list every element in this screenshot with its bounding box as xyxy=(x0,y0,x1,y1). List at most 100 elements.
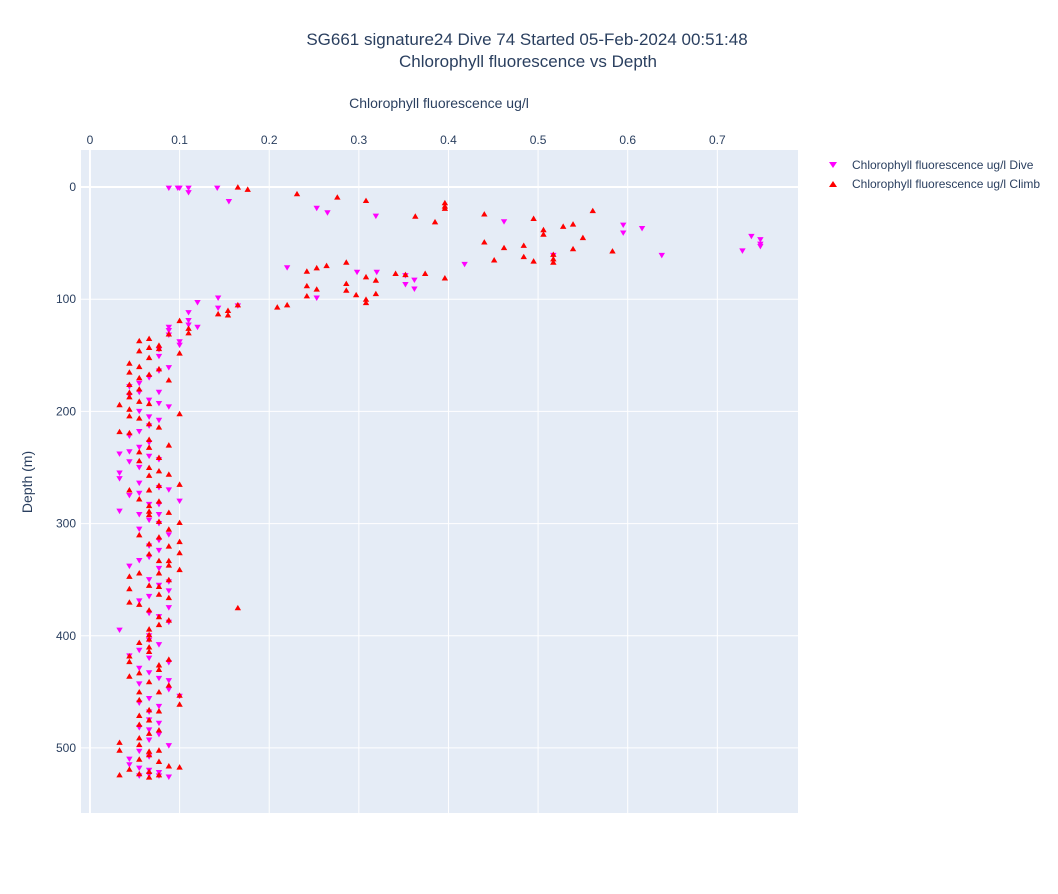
climb-data-point xyxy=(145,582,153,588)
climb-data-point xyxy=(145,706,153,713)
climb-data-point xyxy=(155,345,163,352)
dive-data-point xyxy=(165,588,173,594)
climb-data-point xyxy=(145,774,153,780)
climb-data-point xyxy=(136,363,143,370)
dive-data-point xyxy=(145,453,153,460)
dive-data-point xyxy=(313,205,320,212)
climb-data-point xyxy=(176,350,183,356)
climb-data-point xyxy=(126,658,133,665)
climb-data-point xyxy=(185,329,192,336)
dive-data-point xyxy=(145,414,153,420)
climb-data-point xyxy=(352,291,360,298)
dive-data-point xyxy=(136,512,143,518)
climb-data-point xyxy=(126,573,133,579)
legend[interactable]: Chlorophyll fluorescence ug/l Dive Chlor… xyxy=(829,158,1040,191)
y-tick-labels: 0 100 200 300 400 500 xyxy=(56,180,76,755)
climb-data-point xyxy=(609,248,616,254)
climb-data-point xyxy=(362,296,370,302)
dive-data-point xyxy=(145,655,153,662)
dive-data-point xyxy=(136,765,143,772)
x-tick-label: 0.7 xyxy=(709,133,726,147)
dive-data-point xyxy=(658,252,665,259)
dive-data-point xyxy=(402,282,409,288)
climb-data-point xyxy=(145,768,153,775)
dive-data-point xyxy=(116,627,123,634)
climb-data-point xyxy=(176,481,183,487)
legend-item-climb[interactable]: Chlorophyll fluorescence ug/l Climb xyxy=(829,177,1040,191)
y-gridlines xyxy=(81,186,798,749)
climb-data-point xyxy=(145,511,153,518)
climb-data-point xyxy=(550,251,557,257)
climb-data-point xyxy=(244,186,251,192)
climb-data-point xyxy=(234,184,242,190)
climb-data-point xyxy=(165,682,173,688)
climb-data-point xyxy=(569,221,577,227)
y-tick-label: 500 xyxy=(56,741,76,755)
x-tick-label: 0.3 xyxy=(350,133,367,147)
climb-data-point xyxy=(224,307,232,313)
climb-data-point xyxy=(165,377,173,383)
dive-data-point xyxy=(116,470,123,476)
dive-data-point xyxy=(185,317,192,324)
climb-data-point xyxy=(145,730,153,736)
dive-data-point xyxy=(126,756,133,763)
dive-data-point xyxy=(126,563,133,570)
climb-data-point xyxy=(145,400,153,407)
climb-data-point xyxy=(126,369,133,375)
dive-data-point xyxy=(176,185,183,192)
climb-data-point xyxy=(145,444,153,450)
dive-data-point xyxy=(176,339,183,345)
climb-data-point xyxy=(155,424,163,430)
climb-data-point xyxy=(176,549,183,556)
climb-data-point xyxy=(126,653,133,659)
dive-data-point xyxy=(461,261,468,268)
climb-data-point xyxy=(155,570,163,576)
plot-background xyxy=(81,150,798,813)
dive-data-point xyxy=(136,490,143,497)
climb-data-point xyxy=(441,205,449,211)
climb-data-point xyxy=(283,301,291,308)
climb-data-point xyxy=(165,543,173,549)
climb-data-point xyxy=(155,498,163,504)
climb-data-point xyxy=(136,496,143,502)
legend-item-dive[interactable]: Chlorophyll fluorescence ug/l Dive xyxy=(829,158,1034,172)
climb-data-point xyxy=(392,270,399,276)
climb-data-point xyxy=(441,275,449,281)
climb-data-point xyxy=(126,381,133,388)
climb-data-point xyxy=(136,721,143,727)
climb-data-point xyxy=(274,304,281,310)
climb-data-point xyxy=(126,599,133,605)
climb-data-point xyxy=(176,538,183,545)
dive-data-point xyxy=(638,225,646,232)
climb-data-point xyxy=(343,287,350,293)
dive-data-point xyxy=(126,459,133,465)
dive-data-point xyxy=(185,190,192,196)
dive-data-point xyxy=(500,219,508,225)
climb-data-point xyxy=(145,371,153,377)
x-tick-label: 0.1 xyxy=(171,133,188,147)
climb-data-point xyxy=(116,401,123,408)
climb-data-point xyxy=(530,258,537,264)
climb-data-point xyxy=(145,678,153,685)
y-tick-label: 100 xyxy=(56,292,76,306)
y-tick-label: 300 xyxy=(56,517,76,531)
climb-data-point xyxy=(176,410,183,417)
climb-data-point xyxy=(165,763,173,769)
climb-data-point xyxy=(530,215,537,221)
dive-data-point xyxy=(136,408,143,415)
climb-data-point xyxy=(136,734,143,741)
climb-data-point xyxy=(550,255,557,262)
climb-data-point xyxy=(126,429,133,436)
climb-data-point xyxy=(185,325,192,331)
climb-data-point xyxy=(136,415,143,421)
climb-data-point xyxy=(126,360,133,366)
climb-data-point xyxy=(136,601,143,607)
climb-data-point xyxy=(155,467,163,474)
climb-data-point xyxy=(145,751,153,758)
x-tick-label: 0.6 xyxy=(619,133,636,147)
dive-data-point xyxy=(373,269,380,276)
dive-data-point xyxy=(620,222,627,229)
climb-data-point xyxy=(145,644,153,650)
x-tick-labels: 0 0.1 0.2 0.3 0.4 0.5 0.6 0.7 xyxy=(87,133,726,147)
climb-data-point xyxy=(559,223,567,229)
